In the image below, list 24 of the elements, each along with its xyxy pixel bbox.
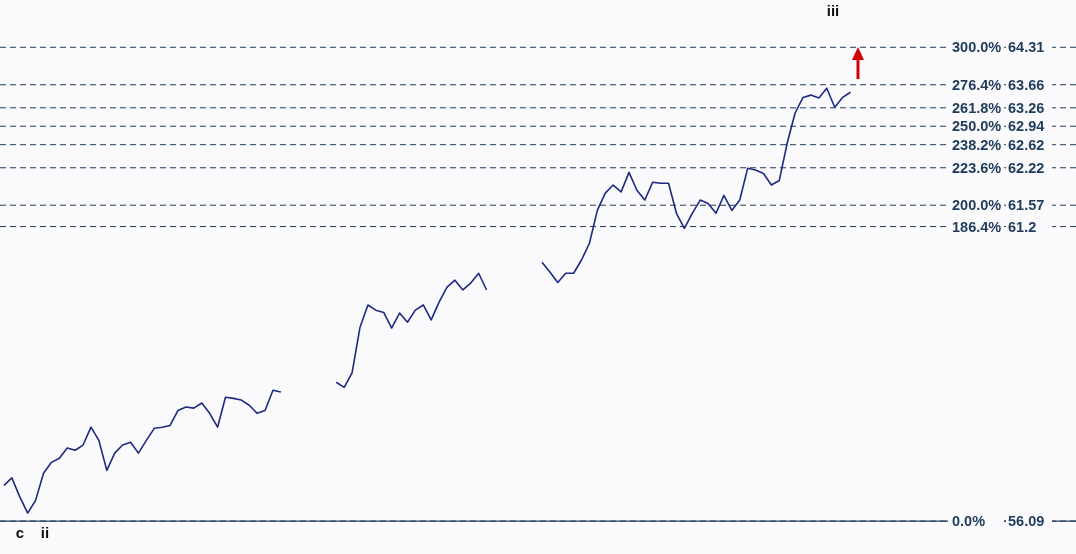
annotation: 238.2% xyxy=(952,136,1002,153)
annotation: 223.6% xyxy=(952,159,1002,176)
y-tick-label: 62.22 xyxy=(1008,159,1045,176)
line-series xyxy=(3,389,282,514)
y-tick-label: 61.2 xyxy=(1008,218,1037,235)
annotation: 300.0% xyxy=(952,39,1002,56)
annotation: c xyxy=(15,524,25,541)
annotation: 0.0% xyxy=(952,513,986,530)
annotation: 276.4% xyxy=(952,76,1002,93)
y-tick-label: 63.26 xyxy=(1008,100,1045,117)
line-series xyxy=(335,272,488,389)
annotation: iii xyxy=(826,2,840,19)
annotation: 261.8% xyxy=(952,100,1002,117)
annotation: 186.4% xyxy=(952,218,1002,235)
y-tick-label: 63.66 xyxy=(1008,76,1045,93)
y-tick-label: 56.09 xyxy=(1008,513,1045,530)
annotation: ii xyxy=(40,524,50,541)
annotation: 200.0% xyxy=(952,197,1002,214)
y-tick-label: 61.57 xyxy=(1008,197,1045,214)
y-tick-label: 62.94 xyxy=(1008,118,1045,135)
annotation: 250.0% xyxy=(952,118,1002,135)
line-series xyxy=(541,87,852,284)
y-tick-label: 64.31 xyxy=(1008,39,1045,56)
y-tick-label: 62.62 xyxy=(1008,136,1045,153)
